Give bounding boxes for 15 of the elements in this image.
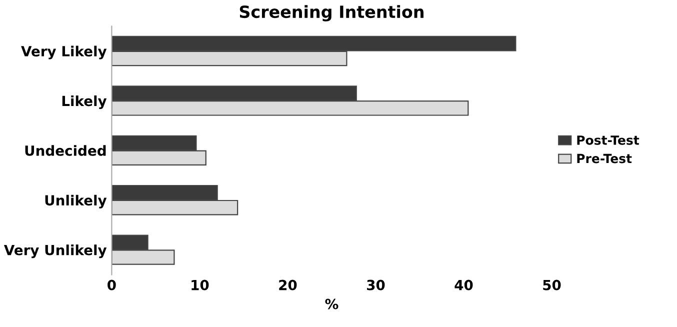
x-axis-title: % [325, 298, 338, 310]
x-tick-label: 40 [454, 280, 473, 290]
y-tick-label: Very Likely [21, 46, 107, 60]
y-tick-label: Likely [62, 95, 107, 109]
chart-title: Screening Intention [240, 5, 424, 22]
x-tick-label: 20 [279, 280, 297, 290]
legend-label: Pre-Test [577, 154, 632, 164]
legend-label: Post-Test [577, 136, 640, 145]
y-tick-label: Very Unlikely [4, 244, 107, 258]
y-tick-label: Unlikely [45, 194, 107, 208]
y-tick-label: Undecided [25, 145, 106, 156]
x-tick-label: 0 [108, 280, 116, 290]
x-tick-label: 10 [192, 280, 209, 290]
x-tick-label: 50 [543, 280, 561, 290]
x-tick-label: 30 [367, 280, 385, 290]
